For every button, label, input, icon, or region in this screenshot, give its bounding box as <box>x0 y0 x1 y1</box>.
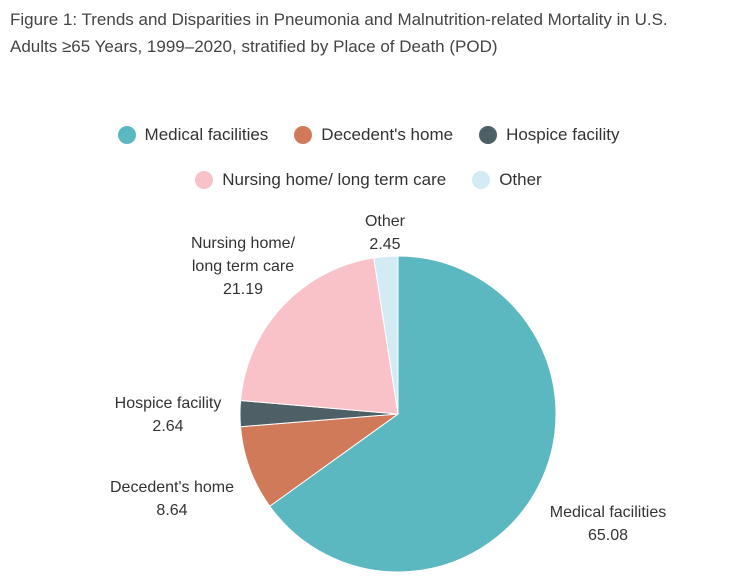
legend-swatch-decedents-home <box>294 126 313 144</box>
legend-swatch-nursing-home <box>195 171 214 189</box>
slice-label-line: Hospice facility <box>115 395 222 412</box>
legend-row-1: Medical facilities Decedent's home Hospi… <box>0 125 737 145</box>
slice-label-line: Decedent's home <box>110 479 234 496</box>
chart-title: Figure 1: Trends and Disparities in Pneu… <box>10 6 730 60</box>
legend-item-hospice-facility: Hospice facility <box>479 125 619 145</box>
slice-label-decedents-home: Decedent's home 8.64 <box>110 479 234 519</box>
slice-value-other: 2.45 <box>369 236 400 253</box>
slice-label-line: Other <box>365 213 406 230</box>
slice-value-hospice-facility: 2.64 <box>152 418 183 435</box>
legend-item-nursing-home: Nursing home/ long term care <box>195 170 446 190</box>
legend-swatch-hospice-facility <box>479 126 498 144</box>
slice-label-line: Nursing home/ <box>191 235 296 252</box>
legend-label-decedents-home: Decedent's home <box>321 125 454 144</box>
pie-slice-medical-facilities <box>269 255 557 573</box>
legend-item-medical-facilities: Medical facilities <box>117 125 269 145</box>
legend-label-nursing-home: Nursing home/ long term care <box>222 170 447 189</box>
slice-value-decedents-home: 8.64 <box>156 502 187 519</box>
pie-slice-nursing-home <box>240 257 399 415</box>
slice-value-medical-facilities: 65.08 <box>588 527 628 544</box>
legend-label-hospice-facility: Hospice facility <box>506 125 620 144</box>
chart-title-line-1: Figure 1: Trends and Disparities in Pneu… <box>10 10 668 29</box>
slice-label-line: Medical facilities <box>550 504 666 521</box>
slice-label-medical-facilities: Medical facilities 65.08 <box>550 504 666 544</box>
slice-label-line: long term care <box>192 258 294 275</box>
slice-value-nursing-home: 21.19 <box>223 281 263 298</box>
slice-label-other: Other 2.45 <box>365 213 406 253</box>
chart-title-line-2: Adults ≥65 Years, 1999–2020, stratified … <box>10 37 498 56</box>
legend-label-medical-facilities: Medical facilities <box>144 125 269 144</box>
legend-swatch-other <box>472 171 491 189</box>
pie-slice-decedents-home <box>239 413 400 507</box>
legend-row-2: Nursing home/ long term care Other <box>0 170 737 190</box>
legend-label-other: Other <box>499 170 542 189</box>
slice-label-nursing-home: Nursing home/long term care 21.19 <box>191 235 296 298</box>
pie-slice-other <box>373 255 399 415</box>
legend-item-other: Other <box>472 170 542 190</box>
legend-swatch-medical-facilities <box>117 126 136 144</box>
slice-label-hospice-facility: Hospice facility 2.64 <box>115 395 222 435</box>
legend-item-decedents-home: Decedent's home <box>294 125 453 145</box>
